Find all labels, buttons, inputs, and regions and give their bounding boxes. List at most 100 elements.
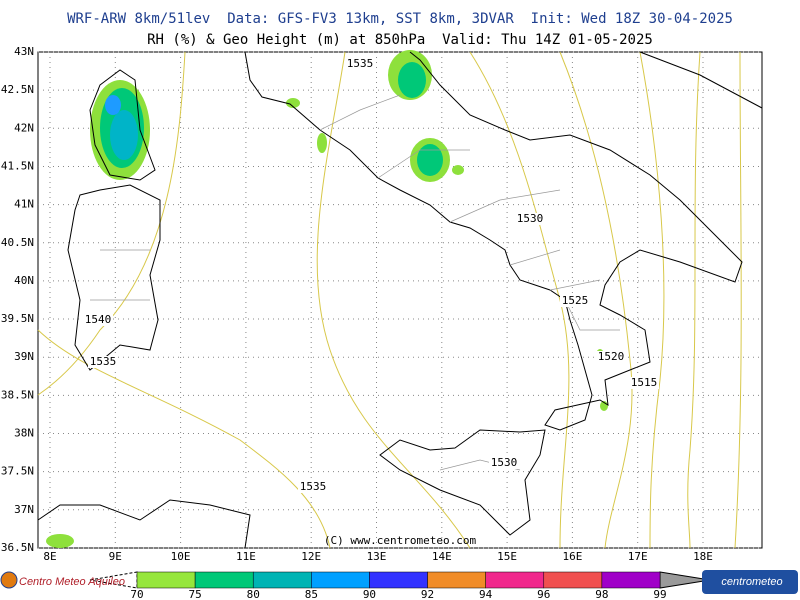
lat-label: 37.5N (1, 465, 34, 478)
logo-left: Centro Meteo Aquileo (0, 571, 125, 589)
lat-label: 40N (14, 274, 34, 287)
rh-area (452, 165, 464, 175)
lat-label: 39.5N (1, 312, 34, 325)
colorbar-segment (311, 571, 370, 589)
contour-line (734, 51, 742, 549)
lat-label: 38.5N (1, 388, 34, 401)
contour-label-bg (515, 213, 545, 225)
rh-area (317, 133, 327, 153)
colorbar-segment (601, 571, 661, 589)
contour-label-bg (83, 314, 113, 326)
height-contours (37, 51, 742, 549)
contour-line (559, 51, 633, 549)
coastlines (37, 51, 763, 549)
coast-italy (244, 51, 743, 431)
header-field-info: RH (%) & Geo Height (m) at 850hPa Valid:… (147, 32, 653, 48)
colorbar-segment (252, 571, 312, 589)
colorbar-segment (194, 571, 254, 589)
colorbar-label: 92 (421, 588, 434, 600)
rh-area (110, 110, 138, 160)
colorbar-label: 98 (595, 588, 608, 600)
lon-label: 12E (301, 550, 321, 563)
contour-line (316, 51, 471, 549)
colorbar-segment (136, 571, 196, 589)
contour-line (37, 329, 331, 549)
rh-area (286, 98, 300, 108)
rh-area (46, 534, 74, 548)
coast-tunisia (37, 499, 251, 549)
contour-label: 1530 (491, 456, 518, 469)
lon-label: 8E (43, 550, 56, 563)
lat-label: 39N (14, 350, 34, 363)
contour-line (639, 51, 665, 549)
logo-right-text: centrometeo (721, 576, 782, 588)
header-run-info: WRF-ARW 8km/51lev Data: GFS-FV3 13km, SS… (67, 11, 733, 27)
lon-label: 10E (171, 550, 191, 563)
lat-label: 42.5N (1, 83, 34, 96)
colorbar-label: 90 (363, 588, 376, 600)
coast-sicily (379, 429, 546, 536)
colorbar-segment (485, 571, 545, 589)
colorbar-label: 96 (537, 588, 550, 600)
lat-label: 42N (14, 121, 34, 134)
coast-balkans (639, 51, 763, 109)
lat-label: 43N (14, 45, 34, 58)
contour-label: 1515 (631, 376, 658, 389)
colorbar-label: 80 (247, 588, 260, 600)
contour-label-bg (298, 481, 328, 493)
map-frame: 1535 1530 1525 1520 1515 1540 1535 1530 1535 (C)… (37, 50, 763, 549)
lat-label: 41.5N (1, 159, 34, 172)
contour-label-bg (629, 377, 659, 389)
border-line (90, 94, 620, 471)
contour-label: 1535 (300, 480, 327, 493)
colorbar: 70 75 80 85 90 92 94 96 98 99 (89, 571, 711, 600)
lat-label: 40.5N (1, 236, 34, 249)
colorbar-label: 75 (188, 588, 201, 600)
coast-corsica (89, 69, 156, 181)
contour-label: 1540 (85, 313, 112, 326)
copyright: (C) www.centrometeo.com (324, 534, 477, 547)
contour-line (469, 51, 570, 549)
contour-label: 1530 (517, 212, 544, 225)
rh-area (417, 144, 443, 176)
rh-shading (46, 50, 608, 548)
lon-label: 9E (109, 550, 122, 563)
lon-label: 18E (693, 550, 713, 563)
coast-sardinia (67, 184, 161, 371)
logo-icon (0, 571, 18, 589)
region-borders (90, 94, 620, 471)
logo-right: centrometeo (702, 570, 798, 594)
lon-label: 17E (628, 550, 648, 563)
contour-label: 1520 (598, 350, 625, 363)
colorbar-label: 99 (653, 588, 666, 600)
lat-label: 37N (14, 503, 34, 516)
colorbar-label: 70 (130, 588, 143, 600)
grid (38, 51, 762, 549)
colorbar-segment (369, 571, 428, 589)
lon-label: 14E (432, 550, 452, 563)
colorbar-label: 85 (305, 588, 318, 600)
contour-label-bg (88, 356, 118, 368)
contour-label: 1525 (562, 294, 589, 307)
contour-line (687, 51, 701, 549)
map-area (37, 51, 763, 549)
logo-right-box (702, 570, 798, 594)
lat-label: 36.5N (1, 541, 34, 554)
contour-label-bg (560, 295, 590, 307)
lon-label: 13E (367, 550, 387, 563)
logo-left-text: Centro Meteo Aquileo (19, 576, 125, 588)
rh-area (398, 62, 426, 98)
contour-labels: 1535 1530 1525 1520 1515 1540 1535 1530 1535 (83, 57, 659, 493)
contour-label-bg (596, 351, 626, 363)
colorbar-segment (427, 571, 486, 589)
contour-line (37, 51, 186, 396)
lat-label: 38N (14, 427, 34, 440)
lon-label: 11E (236, 550, 256, 563)
lon-label: 15E (497, 550, 517, 563)
contour-label-bg (345, 58, 375, 70)
colorbar-label: 94 (479, 588, 493, 600)
lat-label: 41N (14, 198, 34, 211)
rh-area (105, 95, 121, 115)
contour-label: 1535 (347, 57, 374, 70)
